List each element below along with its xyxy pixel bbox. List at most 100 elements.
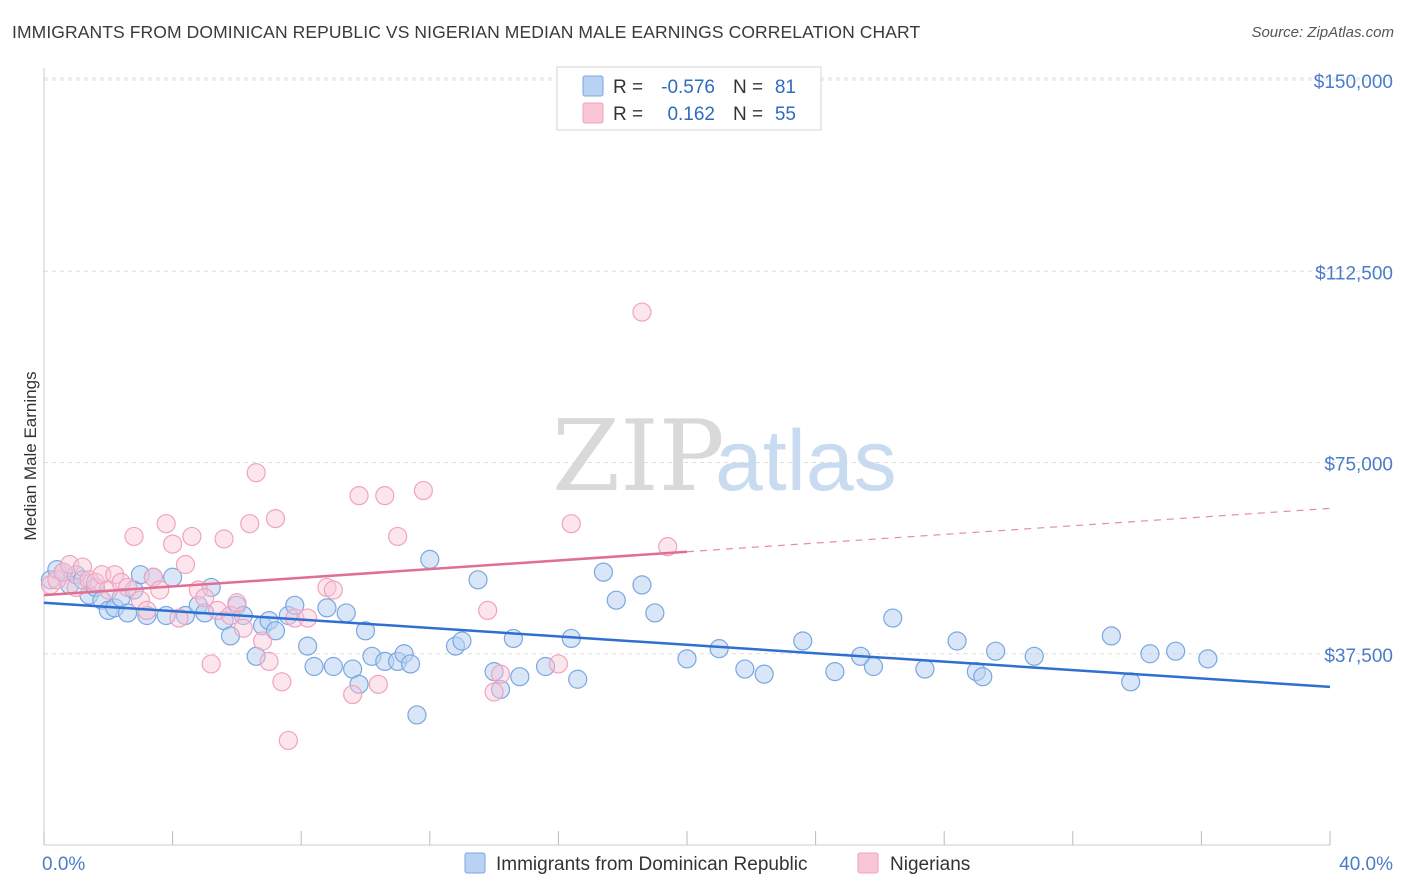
dominican-point-63 xyxy=(709,639,729,659)
dominican-point-57 xyxy=(568,669,588,689)
legend-r-value-2: 0.162 xyxy=(667,104,715,125)
y-tick-label-1: $75,000 xyxy=(1324,455,1393,476)
dominican-point-35 xyxy=(317,598,337,618)
dominican-point-79 xyxy=(1140,644,1160,664)
legend-swatch-pink xyxy=(582,102,604,124)
y-tick-label-0: $37,500 xyxy=(1324,646,1393,667)
x-max-label: 40.0% xyxy=(1339,854,1393,875)
dominican-point-33 xyxy=(298,636,318,656)
dominican-point-40 xyxy=(355,621,376,641)
dominican-point-58 xyxy=(593,562,614,582)
series-legend-label-pink: Nigerians xyxy=(890,854,970,875)
nigerian-point-39 xyxy=(298,608,318,628)
nigerian-point-49 xyxy=(490,664,511,684)
nigerian-point-51 xyxy=(561,514,581,534)
legend-r-value-1: -0.576 xyxy=(661,77,715,98)
legend-r-label-1: R = xyxy=(613,77,643,98)
axes xyxy=(43,68,1331,846)
dominican-point-46 xyxy=(407,705,427,725)
trend-lines xyxy=(43,507,1331,689)
watermark-zip: ZIP xyxy=(552,400,725,514)
nigerian-point-36 xyxy=(272,672,292,692)
dominican-point-30 xyxy=(265,621,286,641)
dominican-point-45 xyxy=(400,654,421,674)
nigerian-point-1 xyxy=(47,570,67,590)
dominican-point-69 xyxy=(863,656,884,677)
dominican-point-65 xyxy=(754,664,774,684)
dominican-point-62 xyxy=(677,649,697,669)
dominican-point-74 xyxy=(973,667,993,687)
nigerian-point-48 xyxy=(478,600,498,621)
watermark-atlas: atlas xyxy=(715,413,897,509)
nigerian-point-33 xyxy=(253,631,273,651)
series-legend-swatch-pink xyxy=(857,852,879,874)
nigerian-point-42 xyxy=(343,684,363,705)
dominican-point-80 xyxy=(1166,641,1186,661)
series-legend-label-blue: Immigrants from Dominican Republic xyxy=(496,854,808,875)
nigerian-point-32 xyxy=(246,463,266,483)
nigerian-point-2 xyxy=(53,562,73,582)
y-axis-label: Median Male Earnings xyxy=(21,371,40,540)
dominican-point-67 xyxy=(825,661,845,682)
dominican-point-59 xyxy=(606,590,626,610)
x-min-label: 0.0% xyxy=(42,854,85,875)
nigerian-point-47 xyxy=(413,480,433,501)
nigerian-point-20 xyxy=(169,608,189,628)
legend-n-label-1: N = xyxy=(733,77,763,98)
nigerian-point-12 xyxy=(117,577,138,598)
dominican-point-72 xyxy=(947,631,967,651)
dominican-point-70 xyxy=(883,608,903,628)
nigerian-point-21 xyxy=(175,554,196,575)
nigerian-point-18 xyxy=(156,514,176,534)
source-label: Source: ZipAtlas.com xyxy=(1251,24,1394,41)
nigerian-point-37 xyxy=(278,730,298,751)
legend: R = -0.576 N = 81 R = 0.162 N = 55 xyxy=(556,66,822,131)
dominican-trend-line xyxy=(43,601,1331,689)
dominican-point-47 xyxy=(420,549,440,570)
nigerian-point-13 xyxy=(124,526,144,547)
chart-title: IMMIGRANTS FROM DOMINICAN REPUBLIC VS NI… xyxy=(12,22,921,42)
dominican-point-34 xyxy=(304,656,324,677)
legend-n-value-2: 55 xyxy=(775,104,796,125)
dominican-point-60 xyxy=(632,575,652,595)
nigerian-point-46 xyxy=(388,526,408,547)
legend-swatch-blue xyxy=(582,75,604,97)
nigerian-point-52 xyxy=(632,302,652,322)
series-legend: Immigrants from Dominican Republic Niger… xyxy=(464,852,970,875)
nigerian-trend-extension xyxy=(686,507,1331,553)
nigerian-point-24 xyxy=(195,588,215,608)
dominican-point-61 xyxy=(645,603,665,623)
nigerian-point-19 xyxy=(163,534,183,554)
nigerian-point-45 xyxy=(375,486,395,506)
nigerian-point-17 xyxy=(150,580,170,600)
dominican-point-81 xyxy=(1198,649,1218,669)
y-tick-label-3: $150,000 xyxy=(1314,72,1393,93)
nigerian-point-11 xyxy=(111,572,131,592)
dominican-point-64 xyxy=(735,659,755,679)
legend-n-value-1: 81 xyxy=(775,77,796,98)
nigerian-point-41 xyxy=(323,580,343,600)
y-tick-label-2: $112,500 xyxy=(1315,263,1393,284)
nigerian-point-34 xyxy=(259,651,279,672)
dominican-point-66 xyxy=(793,631,813,651)
dominican-point-36 xyxy=(323,656,343,677)
dominican-point-54 xyxy=(510,667,530,687)
nigerian-point-27 xyxy=(214,529,234,549)
dominican-point-77 xyxy=(1101,626,1121,646)
legend-n-label-2: N = xyxy=(733,104,763,125)
nigerian-point-22 xyxy=(182,526,202,547)
nigerian-point-50 xyxy=(548,654,569,674)
grid xyxy=(44,77,1394,655)
dominican-point-49 xyxy=(452,631,472,651)
dominican-point-75 xyxy=(986,641,1006,661)
nigerian-point-35 xyxy=(265,508,286,529)
series-legend-swatch-blue xyxy=(464,852,486,874)
legend-r-label-2: R = xyxy=(613,104,643,125)
nigerian-point-43 xyxy=(349,486,369,506)
nigerian-trend-line xyxy=(43,550,688,597)
dominican-point-37 xyxy=(336,603,356,623)
nigerian-point-31 xyxy=(240,514,260,534)
dominican-point-39 xyxy=(349,674,369,694)
nigerian-point-30 xyxy=(233,618,253,638)
